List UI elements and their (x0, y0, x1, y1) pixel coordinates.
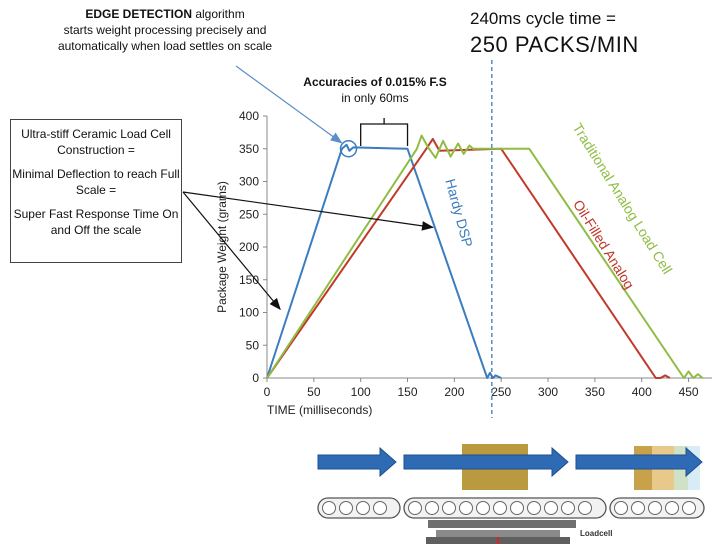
x-tick-label: 400 (632, 385, 652, 399)
edge-circle (339, 140, 358, 158)
roller (425, 501, 439, 515)
edge-detection-bold: EDGE DETECTION (85, 7, 192, 21)
roller (578, 501, 592, 515)
x-tick-label: 300 (538, 385, 558, 399)
roller (665, 501, 679, 515)
ceramic-line-1: Ultra-stiff Ceramic Load Cell Constructi… (21, 127, 171, 157)
roller (408, 501, 422, 515)
roller (322, 501, 336, 515)
y-tick-label: 0 (252, 371, 259, 385)
ceramic-load-cell-box: Ultra-stiff Ceramic Load Cell Constructi… (10, 119, 182, 263)
edge-pointer-arrow (235, 65, 343, 144)
roller (476, 501, 490, 515)
ceramic-line-2: Minimal Deflection to reach Full Scale = (12, 167, 180, 197)
series-line-hardy (266, 143, 502, 379)
roller (339, 501, 353, 515)
roller (682, 501, 696, 515)
accuracy-prefix: Accuracies of (303, 75, 386, 89)
roller (648, 501, 662, 515)
y-tick-label: 100 (239, 306, 259, 320)
loadcell-bar-1 (428, 520, 576, 528)
x-tick-label: 100 (351, 385, 371, 399)
y-tick-label: 300 (239, 175, 259, 189)
roller (442, 501, 456, 515)
ceramic-line-3: Super Fast Response Time On and Off the … (13, 207, 179, 237)
axes: 0 50 100 150 200 250 300 350 400 0 50 100 150 200 250 3… (215, 109, 712, 417)
conveyor-diagram: Loadcell (317, 444, 705, 544)
loadcell-bar-2 (436, 530, 560, 537)
x-tick-label: 250 (491, 385, 511, 399)
conveyor-arrow-1 (317, 446, 397, 478)
roller (459, 501, 473, 515)
y-tick-label: 50 (246, 338, 260, 352)
roller (356, 501, 370, 515)
roller (544, 501, 558, 515)
x-tick-label: 0 (264, 385, 271, 399)
series-line-traditional (266, 134, 704, 379)
roller (510, 501, 524, 515)
x-tick-label: 450 (679, 385, 699, 399)
conveyor-arrow-2 (403, 446, 569, 478)
y-tick-label: 200 (239, 240, 259, 254)
conveyor-arrow-3 (575, 446, 703, 478)
series-label: Hardy DSP (442, 177, 476, 249)
overlays (182, 60, 493, 418)
ceramic-arrow-2 (182, 191, 435, 231)
accuracy-bracket (360, 118, 409, 146)
roller (614, 501, 628, 515)
y-tick-label: 350 (239, 142, 259, 156)
accuracy-line2: in only 60ms (341, 91, 409, 105)
ceramic-arrow-1 (182, 191, 281, 311)
x-axis-label: TIME (milliseconds) (267, 403, 372, 417)
packs-per-min-note: 250 PACKS/MIN (470, 32, 639, 57)
x-tick-label: 350 (585, 385, 605, 399)
accuracy-note: Accuracies of 0.015% F.S in only 60ms (300, 74, 450, 106)
x-tick-label: 50 (307, 385, 321, 399)
cycle-time-note: 240ms cycle time = (470, 9, 616, 28)
accuracy-value: 0.015% F.S (385, 75, 447, 89)
roller (493, 501, 507, 515)
x-tick-label: 200 (444, 385, 464, 399)
edge-detection-line3: automatically when load settles on scale (57, 39, 273, 53)
roller (373, 501, 387, 515)
y-tick-label: 400 (239, 109, 259, 123)
y-axis-label: Package Weight (grams) (215, 181, 229, 313)
edge-detection-rest: algorithm (192, 7, 245, 21)
roller (527, 501, 541, 515)
edge-detection-line2: starts weight processing precisely and (63, 23, 267, 37)
x-tick-label: 150 (398, 385, 418, 399)
roller (631, 501, 645, 515)
y-tick-label: 150 (239, 273, 259, 287)
edge-detection-note: EDGE DETECTION algorithm starts weight p… (40, 6, 290, 54)
y-tick-label: 250 (239, 207, 259, 221)
roller (561, 501, 575, 515)
loadcell-label: Loadcell (580, 529, 612, 538)
